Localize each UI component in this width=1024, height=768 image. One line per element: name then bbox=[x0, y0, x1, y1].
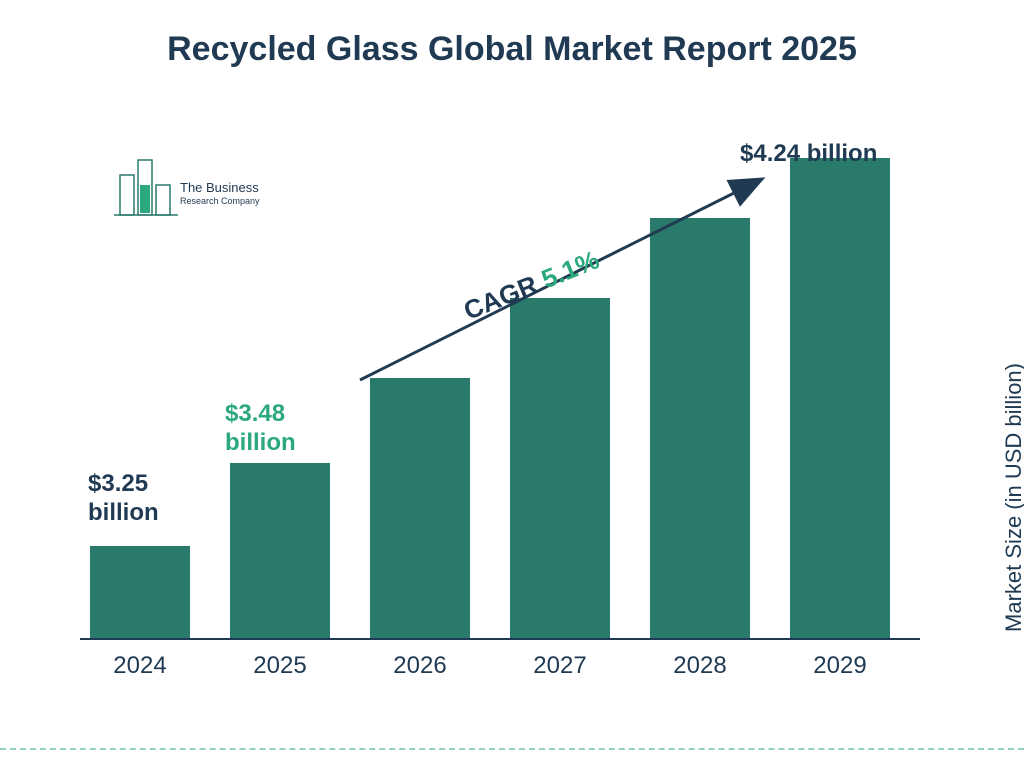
bar-fill bbox=[790, 158, 890, 638]
x-label-2026: 2026 bbox=[370, 652, 470, 680]
bar-2024 bbox=[90, 546, 190, 638]
x-label-2028: 2028 bbox=[650, 652, 750, 680]
bar-fill bbox=[510, 298, 610, 638]
x-axis-line bbox=[80, 638, 920, 640]
callout-2029: $4.24 billion bbox=[740, 140, 877, 169]
bar-2028 bbox=[650, 218, 750, 638]
bar-2027 bbox=[510, 298, 610, 638]
x-label-2029: 2029 bbox=[790, 652, 890, 680]
bottom-divider bbox=[0, 748, 1024, 750]
bar-fill bbox=[370, 378, 470, 638]
callout-line: billion bbox=[225, 429, 296, 456]
y-axis-label: Market Size (in USD billion) bbox=[1001, 363, 1024, 632]
callout-line: billion bbox=[88, 499, 159, 526]
chart-area: 2024 2025 2026 2027 2028 2029 $3.25 bill… bbox=[80, 120, 920, 680]
bar-2025 bbox=[230, 463, 330, 638]
callout-2024: $3.25 billion bbox=[88, 470, 159, 528]
x-label-2027: 2027 bbox=[510, 652, 610, 680]
bar-2029 bbox=[790, 158, 890, 638]
bar-fill bbox=[230, 463, 330, 638]
callout-line: $3.48 bbox=[225, 400, 285, 427]
bar-fill bbox=[90, 546, 190, 638]
callout-line: $3.25 bbox=[88, 470, 148, 497]
cagr-value: 5.1% bbox=[537, 244, 603, 294]
chart-title: Recycled Glass Global Market Report 2025 bbox=[0, 30, 1024, 69]
x-label-2025: 2025 bbox=[230, 652, 330, 680]
x-label-2024: 2024 bbox=[90, 652, 190, 680]
bar-fill bbox=[650, 218, 750, 638]
callout-line: $4.24 billion bbox=[740, 140, 877, 167]
callout-2025: $3.48 billion bbox=[225, 400, 296, 458]
bar-2026 bbox=[370, 378, 470, 638]
